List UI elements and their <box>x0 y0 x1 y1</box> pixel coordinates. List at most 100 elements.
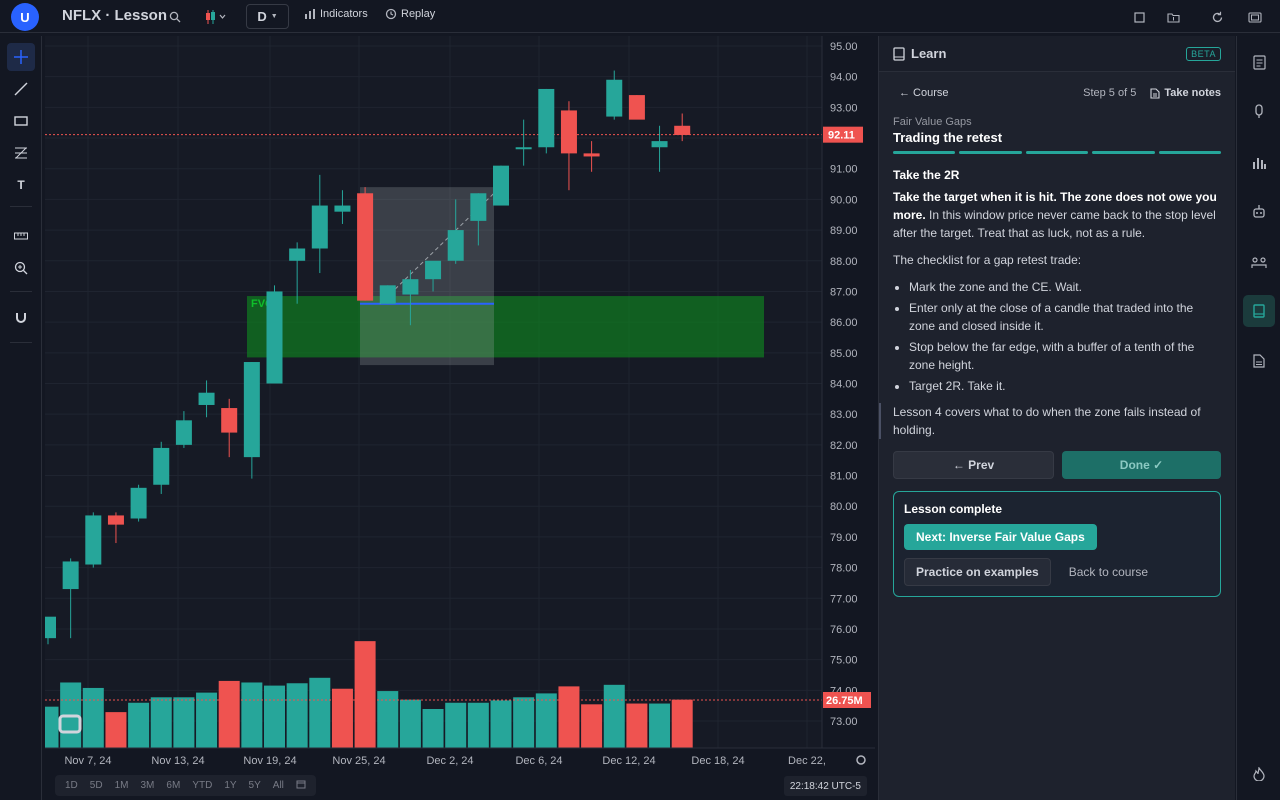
clock-readout[interactable]: 22:18:42 UTC-5 <box>783 776 867 796</box>
back-to-course-link[interactable]: ← Course <box>899 87 949 99</box>
stats-icon[interactable] <box>1243 146 1275 178</box>
range-option[interactable]: YTD <box>192 780 213 791</box>
candle-body <box>85 515 102 565</box>
lesson-subtitle: Fair Value Gaps <box>893 116 972 128</box>
fib-tool-icon[interactable] <box>7 139 35 167</box>
right-sidebar <box>1236 36 1280 800</box>
ruler-tool-icon[interactable] <box>7 222 35 250</box>
volume-bar <box>558 686 580 748</box>
indicators-button[interactable]: Indicators <box>304 8 368 20</box>
chart-settings-icon[interactable] <box>856 755 866 765</box>
rectangle-tool-icon[interactable] <box>7 107 35 135</box>
trend-line-tool-icon[interactable] <box>7 75 35 103</box>
symbol-title[interactable]: NFLX · Lesson <box>62 7 168 24</box>
snapshot-icon[interactable] <box>1246 8 1264 26</box>
next-lesson-button[interactable]: Next: Inverse Fair Value Gaps <box>904 524 1097 550</box>
done-button[interactable]: Done ✓ <box>1062 451 1221 479</box>
save-layout-icon[interactable] <box>1164 8 1182 26</box>
chart-type-candles-icon[interactable] <box>202 8 230 26</box>
candle-body <box>289 248 306 261</box>
price-tick-label: 84.00 <box>830 379 858 391</box>
lesson-breadcrumb: ← Course Step 5 of 5 Take notes <box>893 82 1221 104</box>
tool-divider <box>10 291 32 292</box>
bottom-toolbar: 1D 5D 1M 3M 6M YTD 1Y 5Y All 22:18:42 UTC-5 <box>45 773 875 800</box>
candle-body <box>243 362 260 458</box>
progress-segment <box>893 151 956 154</box>
range-option[interactable]: 5Y <box>248 780 261 791</box>
top-toolbar: U NFLX · Lesson D ▼ Indicators Replay <box>0 0 1280 33</box>
volume-bar <box>490 700 512 748</box>
candle-body <box>425 260 442 280</box>
range-option[interactable]: 5D <box>89 780 103 791</box>
progress-segment <box>1092 151 1155 154</box>
learn-book-icon[interactable] <box>1243 295 1275 327</box>
lesson-title: Trading the retest <box>893 130 1003 145</box>
candle-body <box>357 193 374 301</box>
time-tick-label: Dec 12, 24 <box>602 755 655 767</box>
calendar-icon[interactable] <box>290 779 312 792</box>
section-heading: Take the 2R <box>893 168 960 182</box>
price-tick-label: 86.00 <box>830 317 858 329</box>
back-to-course-button[interactable]: Back to course <box>1068 565 1149 579</box>
range-option[interactable]: 1Y <box>224 780 237 791</box>
lesson-text: In this window price never came back to … <box>893 208 1216 240</box>
volume-bar <box>218 680 240 748</box>
chart-area[interactable]: FVG95.0094.0093.0092.0091.0090.0089.0088… <box>37 36 875 773</box>
replay-label: Replay <box>401 8 436 20</box>
search-icon[interactable] <box>166 8 184 26</box>
volume-bar <box>399 699 421 748</box>
crosshair-tool-icon[interactable] <box>7 43 35 71</box>
range-option[interactable]: 1M <box>114 780 129 791</box>
notes-icon <box>1150 87 1160 99</box>
lesson-complete-card: Lesson complete Next: Inverse Fair Value… <box>893 491 1221 597</box>
replay-button[interactable]: Replay <box>385 8 435 20</box>
fvg-zone <box>247 296 764 358</box>
range-option[interactable]: 1D <box>65 780 78 791</box>
range-option[interactable]: All <box>272 780 284 791</box>
candle-body <box>402 279 419 295</box>
candle-body <box>628 95 645 120</box>
hotlist-flame-icon[interactable] <box>1243 758 1275 790</box>
volume-bar <box>309 677 331 748</box>
watchlist-icon[interactable] <box>1243 46 1275 78</box>
notes-page-icon[interactable] <box>1243 345 1275 377</box>
volume-bar <box>128 702 150 748</box>
range-option[interactable]: 6M <box>166 780 181 791</box>
community-icon[interactable] <box>1243 246 1275 278</box>
time-tick-label: Nov 19, 24 <box>243 755 296 767</box>
volume-bar <box>581 704 603 748</box>
interval-value: D <box>257 9 267 24</box>
checklist-item: Target 2R. Take it. <box>909 377 1221 395</box>
robot-icon[interactable] <box>1243 195 1275 227</box>
candlestick-chart[interactable]: FVG95.0094.0093.0092.0091.0090.0089.0088… <box>37 36 875 773</box>
candle-body <box>130 487 147 519</box>
prev-button[interactable]: ← Prev <box>893 451 1054 479</box>
price-tick-label: 83.00 <box>830 409 858 421</box>
time-tick-label: Dec 22, <box>788 755 826 767</box>
user-avatar[interactable]: U <box>11 3 39 31</box>
volume-bar <box>173 697 195 748</box>
price-tick-label: 95.00 <box>830 41 858 53</box>
candle-body <box>62 561 79 590</box>
price-tick-label: 77.00 <box>830 593 858 605</box>
price-axis <box>822 36 875 748</box>
candle-body <box>515 147 532 150</box>
range-option[interactable]: 3M <box>140 780 155 791</box>
fullscreen-icon[interactable] <box>1130 8 1148 26</box>
lesson-paragraph: Take the target when it is hit. The zone… <box>893 188 1221 242</box>
take-notes-button[interactable]: Take notes <box>1150 87 1221 99</box>
price-tick-label: 73.00 <box>830 716 858 728</box>
candle-body <box>221 408 238 433</box>
zoom-tool-icon[interactable] <box>7 254 35 282</box>
step-indicator: Step 5 of 5 <box>1083 87 1137 99</box>
magnet-tool-icon[interactable] <box>7 304 35 332</box>
practice-button[interactable]: Practice on examples <box>904 558 1051 586</box>
volume-bar <box>377 691 399 748</box>
text-tool-icon[interactable]: T <box>17 178 25 192</box>
volume-bar <box>37 706 59 748</box>
interval-select[interactable]: D ▼ <box>246 4 289 29</box>
price-tick-label: 75.00 <box>830 655 858 667</box>
volume-bar <box>331 688 353 748</box>
alert-icon[interactable] <box>1243 95 1275 127</box>
refresh-icon[interactable] <box>1208 8 1226 26</box>
